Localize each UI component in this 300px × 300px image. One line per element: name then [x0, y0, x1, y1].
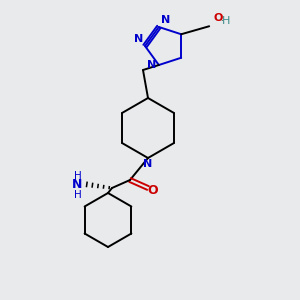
- Text: N: N: [147, 60, 156, 70]
- Text: ·: ·: [220, 17, 223, 26]
- Text: O: O: [213, 13, 223, 23]
- Text: O: O: [148, 184, 158, 196]
- Text: H: H: [222, 16, 231, 26]
- Text: N: N: [161, 15, 170, 25]
- Text: H: H: [74, 171, 82, 181]
- Text: H: H: [74, 190, 82, 200]
- Text: N: N: [72, 178, 82, 190]
- Text: N: N: [143, 159, 153, 169]
- Text: N: N: [134, 34, 143, 44]
